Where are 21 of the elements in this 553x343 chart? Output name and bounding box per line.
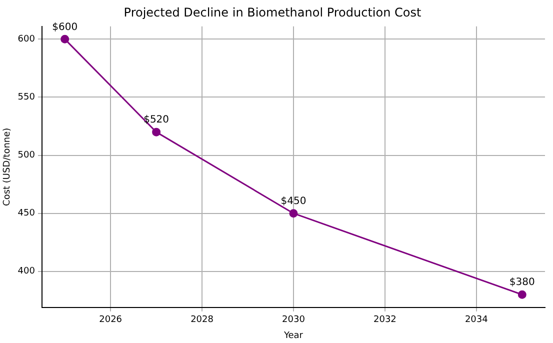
x-tick-label: 2028 [190, 315, 214, 326]
point [152, 128, 161, 136]
x-tick-label: 2032 [373, 315, 396, 326]
y-tick-label: 450 [18, 208, 36, 219]
y-tick-label: 600 [18, 34, 36, 45]
data-label: $380 [509, 277, 535, 288]
y-tick-label: 500 [18, 150, 36, 161]
y-axis-title: Cost (USD/tonne) [2, 128, 13, 206]
point [289, 209, 298, 218]
data-label: $600 [52, 22, 78, 33]
x-tick-label: 2030 [282, 315, 306, 326]
chart-title: Projected Decline in Biomethanol Production Cost [124, 5, 422, 20]
point [518, 290, 526, 299]
point [60, 34, 70, 44]
y-tick-label: 400 [18, 266, 36, 277]
data-label: $450 [280, 196, 306, 207]
x-tick-label: 2034 [464, 315, 488, 326]
x-tick-label: 2026 [99, 315, 122, 326]
y-tick-label: 550 [18, 92, 36, 103]
x-axis-title: Year [282, 330, 304, 341]
data-label: $520 [144, 114, 170, 126]
